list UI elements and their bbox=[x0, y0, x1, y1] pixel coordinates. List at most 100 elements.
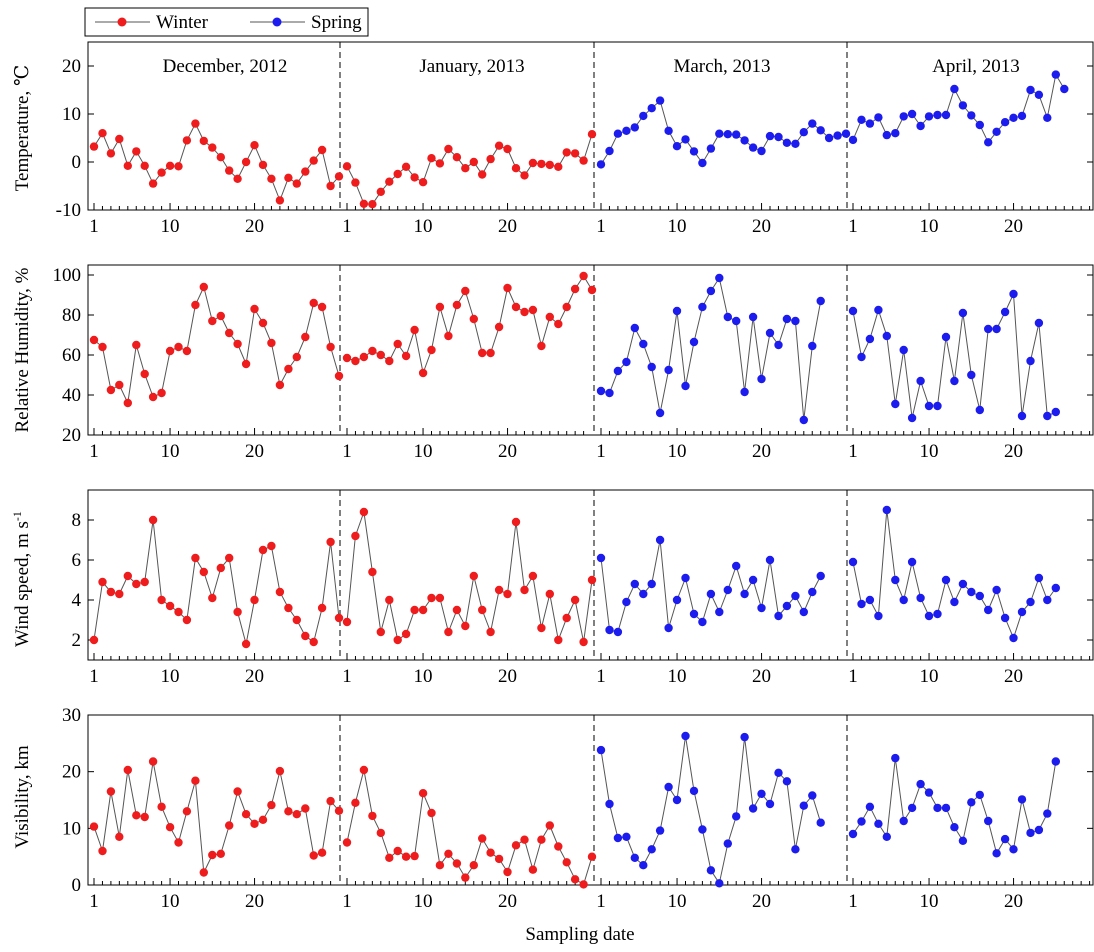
series-line-winter bbox=[346, 511, 593, 643]
data-point-winter bbox=[208, 593, 217, 603]
data-point-spring bbox=[613, 129, 623, 138]
data-point-spring bbox=[689, 786, 699, 796]
x-tick-label: 10 bbox=[161, 216, 180, 237]
data-point-spring bbox=[916, 779, 925, 789]
panel-1: 20 40 60 80 100 1 10 20 1 10 20 1 10 20 1 10 20 bbox=[53, 264, 1094, 462]
data-point-winter bbox=[537, 159, 546, 169]
period-label-january-2013: January, 2013 bbox=[419, 56, 524, 77]
data-point-winter bbox=[106, 385, 116, 395]
data-point-spring bbox=[933, 609, 942, 619]
x-tick-label: 1 bbox=[596, 216, 606, 237]
data-point-winter bbox=[427, 345, 436, 355]
data-point-winter bbox=[165, 823, 175, 832]
data-point-winter bbox=[537, 835, 546, 844]
data-point-spring bbox=[1060, 84, 1069, 94]
data-point-spring bbox=[816, 571, 825, 581]
data-point-spring bbox=[698, 302, 707, 312]
data-point-winter bbox=[368, 200, 377, 209]
data-point-spring bbox=[698, 617, 707, 627]
data-point-spring bbox=[698, 825, 707, 834]
data-point-spring bbox=[891, 129, 900, 138]
legend-winter-marker bbox=[117, 17, 127, 27]
data-point-spring bbox=[857, 352, 866, 362]
data-point-winter bbox=[469, 314, 478, 324]
data-point-spring bbox=[967, 587, 976, 597]
data-point-spring bbox=[706, 589, 716, 599]
x-tick-label: 10 bbox=[668, 666, 687, 687]
y-tick-label: 10 bbox=[62, 104, 81, 125]
data-point-winter bbox=[250, 595, 259, 605]
data-point-winter bbox=[317, 603, 327, 613]
data-point-spring bbox=[975, 790, 984, 800]
data-point-spring bbox=[706, 286, 716, 296]
data-point-winter bbox=[148, 179, 158, 188]
data-point-spring bbox=[732, 812, 741, 821]
data-point-winter bbox=[427, 808, 436, 818]
x-tick-label: 20 bbox=[1004, 441, 1023, 462]
y-tick-label: 40 bbox=[62, 385, 81, 406]
series-line-spring bbox=[600, 99, 847, 165]
data-point-winter bbox=[199, 567, 208, 577]
data-point-winter bbox=[410, 851, 419, 861]
data-point-spring bbox=[824, 133, 834, 143]
data-point-winter bbox=[486, 627, 495, 637]
series-line-spring bbox=[852, 509, 1057, 640]
y-tick-label: 100 bbox=[53, 265, 82, 286]
data-point-spring bbox=[808, 791, 817, 800]
data-point-spring bbox=[833, 131, 842, 140]
data-point-winter bbox=[562, 858, 571, 867]
data-point-winter bbox=[401, 162, 411, 171]
data-point-winter bbox=[579, 637, 588, 647]
data-point-winter bbox=[452, 153, 462, 162]
data-point-spring bbox=[1051, 407, 1061, 417]
data-point-winter bbox=[216, 563, 225, 573]
data-point-spring bbox=[882, 331, 891, 341]
data-point-winter bbox=[165, 346, 175, 356]
data-point-winter bbox=[494, 854, 504, 864]
x-tick-label: 20 bbox=[1004, 216, 1023, 237]
x-tick-label: 1 bbox=[89, 441, 99, 462]
data-point-winter bbox=[376, 627, 385, 637]
data-point-winter bbox=[587, 852, 597, 861]
data-point-winter bbox=[106, 587, 116, 597]
data-point-spring bbox=[757, 146, 766, 156]
data-point-winter bbox=[317, 302, 327, 312]
data-point-winter bbox=[554, 635, 563, 645]
data-point-spring bbox=[732, 561, 741, 571]
data-point-spring bbox=[916, 593, 925, 603]
data-point-spring bbox=[848, 829, 858, 839]
data-point-spring bbox=[984, 138, 993, 147]
xlabel: Sampling date bbox=[525, 924, 634, 945]
data-point-spring bbox=[865, 595, 875, 605]
data-point-winter bbox=[98, 577, 107, 587]
data-point-winter bbox=[132, 147, 141, 156]
data-point-spring bbox=[1000, 834, 1010, 844]
ylabel-relative-humidity: Relative Humidity, % bbox=[12, 267, 33, 432]
data-point-spring bbox=[882, 832, 891, 841]
x-tick-label: 10 bbox=[414, 441, 433, 462]
data-point-spring bbox=[984, 324, 993, 334]
data-point-spring bbox=[723, 839, 732, 848]
data-point-winter bbox=[562, 613, 571, 623]
data-point-winter bbox=[309, 298, 318, 308]
data-point-spring bbox=[808, 587, 817, 597]
series-line-winter bbox=[93, 122, 340, 202]
data-point-winter bbox=[494, 322, 504, 332]
data-point-winter bbox=[208, 316, 217, 326]
data-point-winter bbox=[292, 179, 301, 188]
data-point-spring bbox=[1026, 356, 1035, 366]
data-point-winter bbox=[503, 144, 512, 154]
data-point-spring bbox=[907, 803, 917, 813]
data-point-winter bbox=[233, 339, 242, 349]
data-point-winter bbox=[587, 285, 597, 295]
data-point-spring bbox=[630, 579, 639, 589]
data-point-winter bbox=[165, 161, 175, 170]
data-point-winter bbox=[511, 164, 521, 173]
data-point-winter bbox=[241, 810, 251, 819]
data-point-winter bbox=[562, 148, 571, 157]
ylabel-wind-speed: Wind speed, m s-1 bbox=[10, 511, 33, 647]
data-point-spring bbox=[848, 135, 858, 145]
data-point-spring bbox=[848, 306, 858, 316]
data-point-spring bbox=[1034, 573, 1044, 583]
data-point-winter bbox=[554, 842, 563, 851]
